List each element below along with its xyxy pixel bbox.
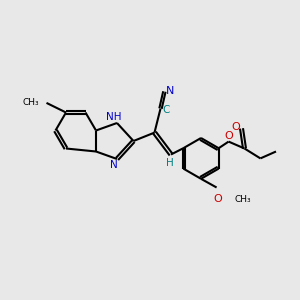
Text: N: N [110, 160, 117, 170]
Text: O: O [225, 131, 234, 141]
Text: C: C [162, 105, 169, 115]
Text: CH₃: CH₃ [235, 195, 251, 204]
Text: N: N [166, 86, 174, 96]
Text: O: O [213, 194, 222, 205]
Text: O: O [232, 122, 241, 132]
Text: H: H [166, 158, 173, 168]
Text: NH: NH [106, 112, 121, 122]
Text: CH₃: CH₃ [22, 98, 39, 107]
